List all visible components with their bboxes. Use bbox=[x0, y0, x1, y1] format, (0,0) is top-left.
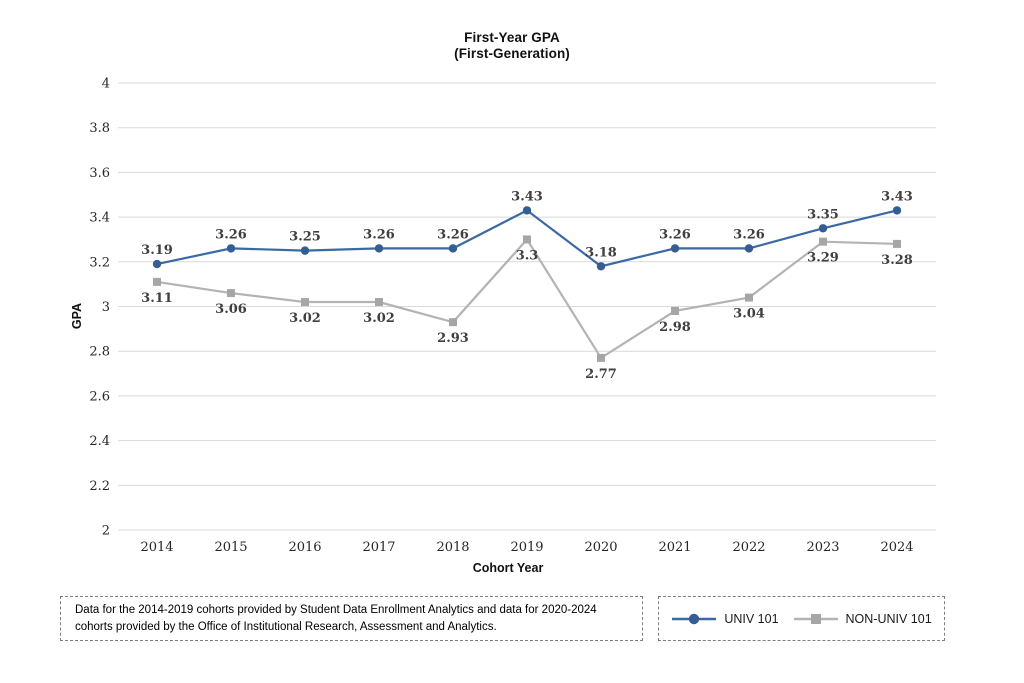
x-tick-label: 2020 bbox=[584, 540, 617, 555]
y-tick-label: 3.4 bbox=[89, 211, 110, 226]
data-label: 3.26 bbox=[659, 227, 691, 242]
footnote-text: Data for the 2014-2019 cohorts provided … bbox=[75, 603, 597, 633]
legend-item-non-univ101: NON-UNIV 101 bbox=[793, 612, 932, 626]
data-label: 3.26 bbox=[363, 227, 395, 242]
y-tick-label: 3.6 bbox=[89, 166, 110, 181]
y-tick-label: 3.2 bbox=[89, 255, 110, 270]
data-point-circle bbox=[226, 244, 236, 253]
y-tick-label: 3.8 bbox=[89, 121, 110, 136]
y-tick-label: 2.4 bbox=[89, 434, 110, 449]
x-tick-label: 2016 bbox=[288, 540, 321, 555]
x-tick-label: 2015 bbox=[214, 540, 247, 555]
data-point-circle bbox=[522, 206, 532, 215]
data-label: 2.77 bbox=[585, 367, 617, 382]
legend-label-non-univ101: NON-UNIV 101 bbox=[845, 611, 932, 626]
data-label: 3.25 bbox=[289, 230, 321, 245]
legend-item-univ101: UNIV 101 bbox=[671, 611, 779, 626]
data-label: 3.04 bbox=[733, 307, 765, 322]
data-label: 3.02 bbox=[363, 311, 395, 326]
data-label: 3.18 bbox=[585, 245, 617, 260]
data-label: 3.19 bbox=[141, 243, 173, 258]
data-label: 3.43 bbox=[881, 189, 913, 204]
data-label: 3.26 bbox=[437, 227, 469, 242]
footnote-box: Data for the 2014-2019 cohorts provided … bbox=[60, 596, 643, 641]
x-tick-label: 2017 bbox=[362, 540, 395, 555]
chart-legend: UNIV 101 NON-UNIV 101 bbox=[658, 596, 945, 641]
x-axis-title: Cohort Year bbox=[472, 561, 544, 575]
chart-title-line2: (First-Generation) bbox=[454, 46, 570, 61]
data-label: 3.26 bbox=[215, 227, 247, 242]
data-point-square bbox=[523, 235, 531, 244]
x-tick-label: 2014 bbox=[140, 540, 173, 555]
data-label: 3.06 bbox=[215, 302, 247, 317]
y-tick-label: 3 bbox=[102, 300, 110, 315]
data-point-circle bbox=[152, 259, 162, 269]
data-point-circle bbox=[448, 244, 458, 253]
data-point-square bbox=[301, 298, 309, 307]
data-point-circle bbox=[300, 246, 310, 255]
data-point-circle bbox=[818, 224, 828, 233]
data-point-square bbox=[227, 289, 235, 298]
data-label: 3.28 bbox=[881, 253, 913, 268]
data-label: 3.43 bbox=[511, 189, 543, 204]
x-tick-label: 2019 bbox=[510, 540, 543, 555]
y-tick-label: 2 bbox=[102, 524, 110, 539]
y-tick-label: 2.6 bbox=[89, 389, 110, 404]
univ101-line-marker-icon bbox=[672, 613, 717, 624]
x-tick-label: 2023 bbox=[806, 540, 839, 555]
data-point-square bbox=[449, 318, 457, 327]
data-label: 2.93 bbox=[437, 331, 469, 346]
data-label: 3.29 bbox=[807, 251, 839, 266]
data-point-circle bbox=[374, 244, 384, 253]
chart-title: First-Year GPA (First-Generation) bbox=[0, 30, 1024, 62]
data-point-square bbox=[153, 277, 161, 286]
data-point-circle bbox=[596, 262, 606, 271]
y-tick-label: 4 bbox=[102, 77, 110, 92]
data-label: 3.26 bbox=[733, 227, 765, 242]
data-point-square bbox=[671, 306, 679, 315]
x-tick-label: 2024 bbox=[880, 540, 913, 555]
x-tick-label: 2022 bbox=[732, 540, 765, 555]
chart-title-line1: First-Year GPA bbox=[464, 30, 560, 45]
data-point-circle bbox=[744, 244, 754, 253]
y-axis-title: GPA bbox=[70, 302, 84, 330]
x-tick-label: 2021 bbox=[658, 540, 691, 555]
data-label: 3.11 bbox=[141, 291, 173, 306]
data-point-circle bbox=[670, 244, 680, 253]
x-tick-label: 2018 bbox=[436, 540, 469, 555]
data-point-square bbox=[597, 353, 605, 362]
data-label: 3.02 bbox=[289, 311, 321, 326]
data-label: 3.3 bbox=[516, 248, 539, 263]
data-point-square bbox=[893, 239, 901, 248]
data-point-square bbox=[745, 293, 753, 302]
data-point-circle bbox=[892, 206, 902, 215]
legend-label-univ101: UNIV 101 bbox=[724, 611, 779, 626]
data-point-square bbox=[375, 298, 383, 307]
data-label: 3.35 bbox=[807, 207, 839, 222]
y-tick-label: 2.2 bbox=[89, 479, 110, 494]
data-point-square bbox=[819, 237, 827, 246]
data-label: 2.98 bbox=[659, 320, 691, 335]
non-univ101-line-marker-icon bbox=[793, 613, 838, 624]
y-tick-label: 2.8 bbox=[89, 345, 110, 360]
